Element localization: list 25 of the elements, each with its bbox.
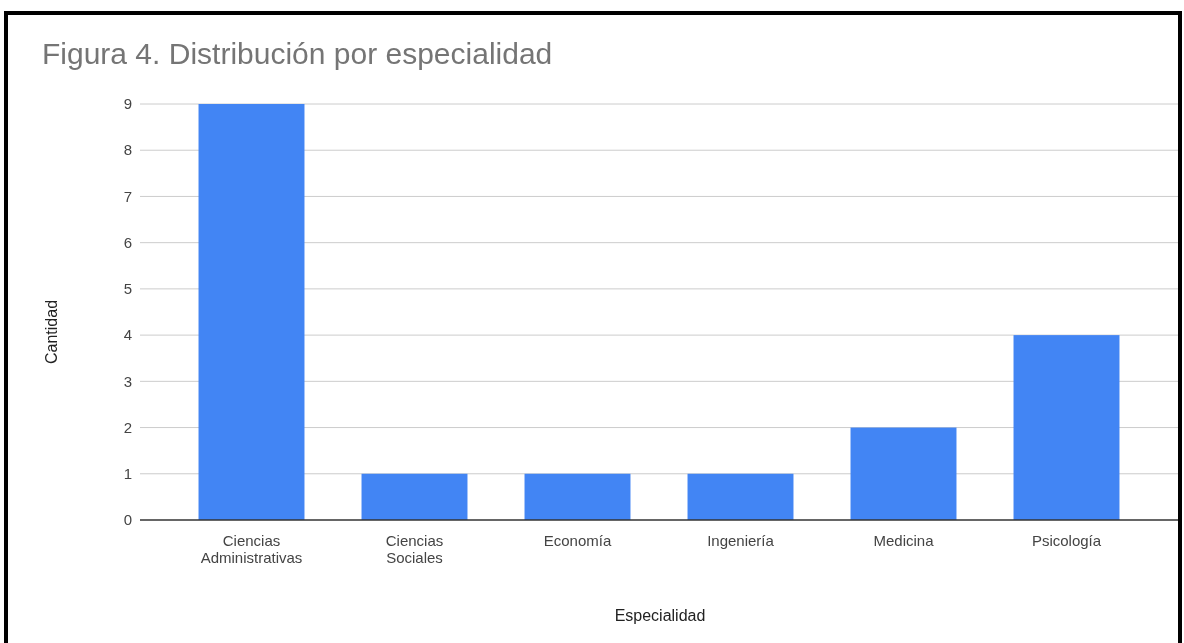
y-tick-label: 7	[123, 187, 132, 205]
y-tick-label: 6	[123, 233, 132, 251]
y-tick-label: 4	[123, 326, 132, 344]
x-tick-label: Economía	[543, 532, 612, 549]
y-tick-label: 0	[123, 511, 132, 529]
x-axis-title: Especialidad	[614, 607, 706, 624]
x-tick-label: Ingeniería	[707, 532, 775, 549]
y-tick-label: 5	[123, 280, 132, 298]
x-tick-label: Ciencias Sociales	[385, 532, 444, 566]
y-tick-label: 8	[123, 141, 132, 159]
y-tick-label: 9	[123, 95, 132, 113]
x-tick-label: Psicología	[1031, 532, 1102, 549]
x-tick-label: Ciencias Administrativas	[200, 532, 303, 566]
y-tick-label: 2	[123, 418, 132, 436]
bar	[1013, 335, 1120, 520]
y-axis-title: Cantidad	[43, 299, 60, 365]
bar	[687, 473, 794, 520]
bar	[198, 104, 305, 520]
bar	[524, 473, 631, 520]
bar	[361, 473, 468, 520]
x-tick-label: Medicina	[873, 532, 935, 549]
chart-title: Figura 4. Distribución por especialidad	[42, 37, 553, 70]
y-tick-label: 3	[123, 372, 132, 390]
bar	[850, 427, 957, 520]
y-tick-label: 1	[123, 465, 132, 483]
